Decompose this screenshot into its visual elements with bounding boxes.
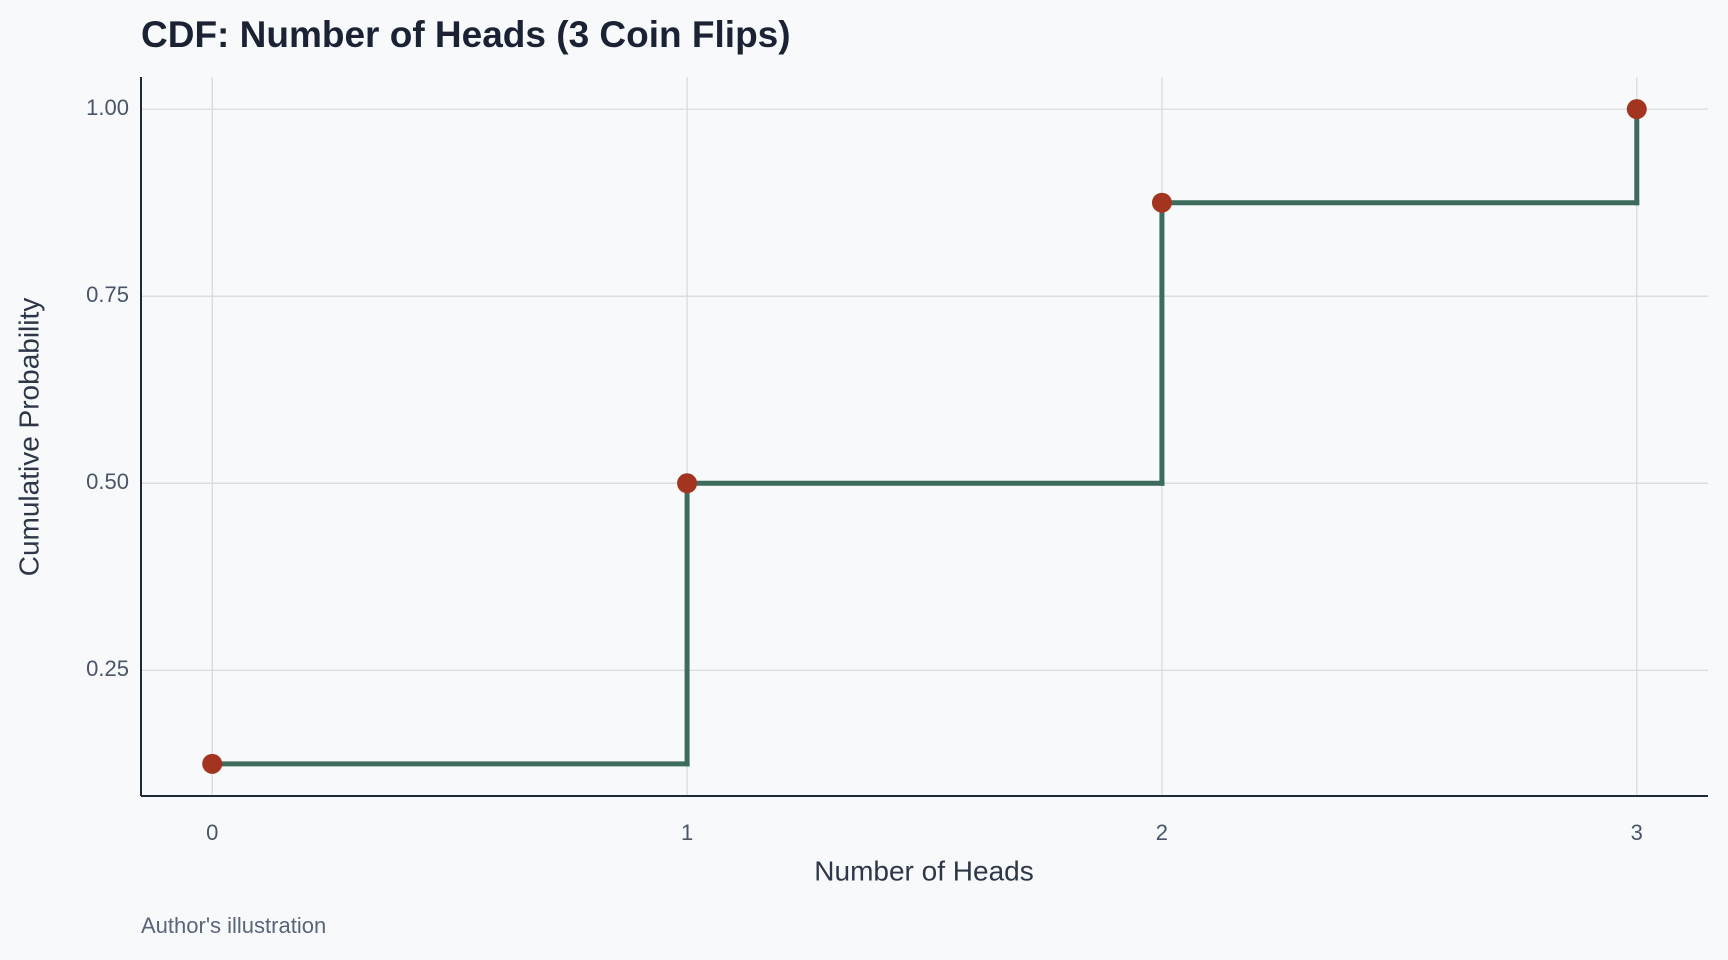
point bbox=[1626, 99, 1647, 120]
point bbox=[202, 753, 223, 774]
chart-title: CDF: Number of Heads (3 Coin Flips) bbox=[141, 14, 791, 55]
caption: Author's illustration bbox=[141, 913, 326, 938]
y-axis-label: Cumulative Probability bbox=[13, 298, 44, 577]
x-tick-label: 1 bbox=[681, 820, 693, 845]
y-tick-label: 1.00 bbox=[86, 95, 129, 120]
point bbox=[1151, 192, 1172, 213]
y-tick-label: 0.25 bbox=[86, 656, 129, 681]
x-tick-label: 3 bbox=[1631, 820, 1643, 845]
x-tick-label: 2 bbox=[1156, 820, 1168, 845]
x-tick-label: 0 bbox=[206, 820, 218, 845]
point bbox=[677, 473, 698, 494]
y-tick-label: 0.50 bbox=[86, 469, 129, 494]
x-axis-label: Number of Heads bbox=[814, 855, 1033, 886]
y-tick-label: 0.75 bbox=[86, 282, 129, 307]
